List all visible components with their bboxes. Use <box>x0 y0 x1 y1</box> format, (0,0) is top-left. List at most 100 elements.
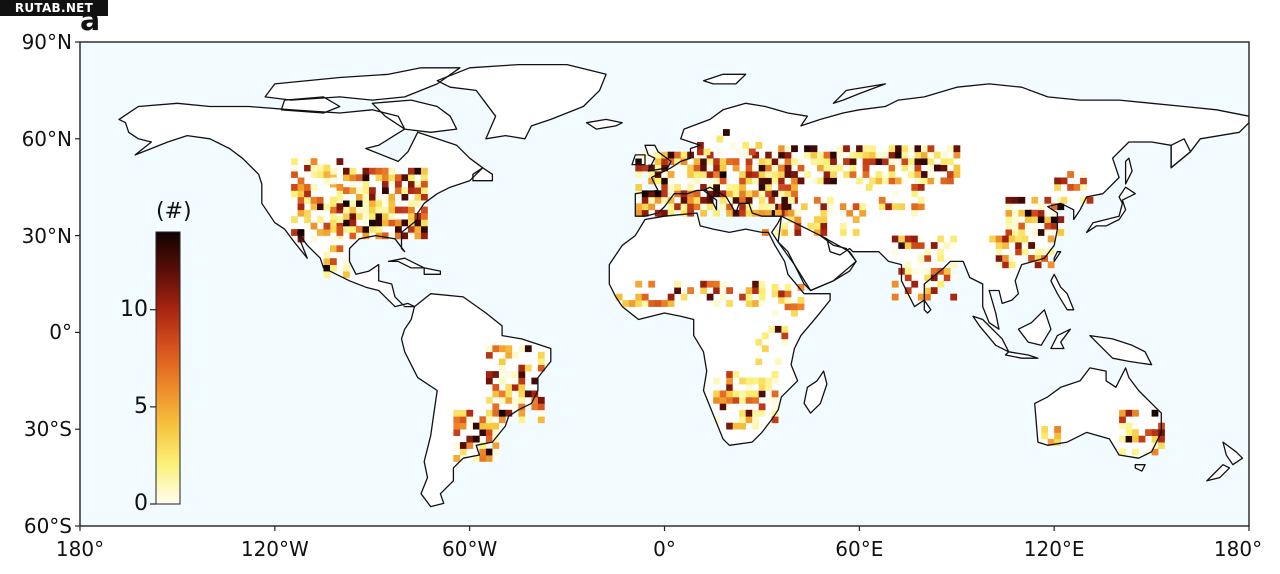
data-cell <box>1024 209 1032 217</box>
data-cell <box>739 184 746 191</box>
data-cell <box>901 158 909 165</box>
data-cell <box>771 377 779 385</box>
data-cell <box>336 167 344 175</box>
data-cell <box>768 196 776 204</box>
data-cell <box>813 222 821 230</box>
data-cell <box>732 371 740 378</box>
landmass-kamchatka-fill <box>1171 138 1191 168</box>
landmass-new-guinea <box>1089 335 1152 365</box>
landmass-baffin <box>372 100 457 133</box>
data-cell <box>1008 261 1016 269</box>
data-cell <box>297 203 305 211</box>
data-cell <box>466 416 474 424</box>
data-cell <box>414 219 422 227</box>
data-cell <box>362 180 370 188</box>
coastline-madagascar <box>803 370 828 414</box>
data-cell <box>804 151 811 159</box>
data-cell <box>755 358 763 365</box>
data-cell <box>784 290 792 298</box>
data-cell <box>323 196 331 204</box>
data-cell <box>771 151 779 159</box>
data-cell <box>804 145 811 153</box>
data-cell <box>934 177 941 185</box>
data-cell <box>505 345 513 353</box>
coastline-africa <box>608 212 831 446</box>
data-cell <box>719 403 727 411</box>
data-cell <box>774 196 782 204</box>
data-cell <box>375 200 383 207</box>
data-cell <box>323 203 331 211</box>
coastlines <box>118 63 1249 508</box>
data-cell <box>856 145 863 153</box>
coastline-newfoundland <box>472 167 494 182</box>
data-cell <box>888 164 896 172</box>
data-cell <box>700 171 707 178</box>
data-cell <box>843 158 850 165</box>
data-cell <box>323 264 331 272</box>
data-cell <box>995 255 1003 262</box>
data-cell <box>382 187 389 194</box>
data-cell <box>485 396 493 404</box>
coastline-victoria-island <box>280 96 341 114</box>
data-cell <box>304 209 311 217</box>
data-cell <box>453 442 461 449</box>
landmass-sulawesi <box>1050 329 1071 349</box>
data-cell <box>862 158 870 165</box>
data-cell <box>726 184 733 191</box>
data-cell <box>820 222 828 230</box>
data-cell <box>1145 448 1152 456</box>
landmass-philippines <box>1050 274 1074 310</box>
data-cell <box>752 377 759 385</box>
data-cell <box>917 196 925 204</box>
data-cell <box>930 274 938 282</box>
data-cell <box>739 396 746 404</box>
data-cell <box>719 196 727 204</box>
data-cell <box>635 203 643 211</box>
data-cell <box>758 196 766 204</box>
data-cell <box>310 164 318 172</box>
data-cell <box>917 203 925 211</box>
data-cell <box>505 351 513 359</box>
data-cell <box>401 193 409 201</box>
data-cell <box>317 164 324 172</box>
data-cell <box>1047 438 1055 446</box>
data-cell <box>492 455 500 462</box>
data-cell <box>362 200 370 207</box>
data-cell <box>310 171 318 178</box>
data-cell <box>1018 222 1026 230</box>
data-cell <box>323 164 331 172</box>
data-cell <box>1012 196 1019 204</box>
data-cell <box>745 164 753 172</box>
data-cell <box>635 171 643 178</box>
data-cell <box>641 203 649 211</box>
data-cell <box>1057 203 1065 211</box>
data-cell <box>395 193 402 201</box>
data-cell <box>291 171 298 178</box>
data-cell <box>1054 438 1061 446</box>
data-cell <box>1125 409 1133 417</box>
data-cell <box>823 171 831 178</box>
data-cell <box>927 177 935 185</box>
data-cell <box>807 222 815 230</box>
data-cell <box>369 225 376 233</box>
data-cell <box>911 203 919 211</box>
data-cell <box>330 264 337 272</box>
data-cell <box>1080 196 1087 204</box>
data-cell <box>687 171 694 178</box>
data-cell <box>667 151 675 159</box>
data-cell <box>310 222 318 230</box>
data-cell <box>859 203 867 211</box>
data-cell <box>680 293 688 301</box>
data-cell <box>408 219 415 227</box>
data-cell <box>810 158 818 165</box>
data-cell <box>700 203 707 211</box>
data-cell <box>914 158 922 165</box>
data-cell <box>888 171 896 178</box>
data-cell <box>784 171 792 178</box>
data-cell <box>408 200 415 207</box>
data-cell <box>849 151 857 159</box>
data-cell <box>693 177 701 185</box>
data-cell <box>680 164 688 172</box>
data-cell <box>771 416 779 424</box>
data-cell <box>1034 248 1042 256</box>
